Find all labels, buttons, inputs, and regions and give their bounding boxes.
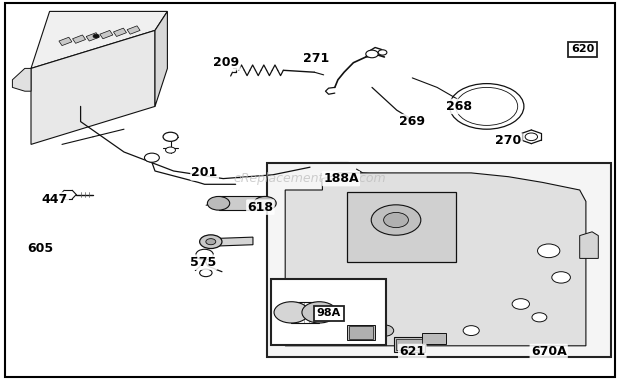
Text: 271: 271 <box>303 52 329 65</box>
Text: 670A: 670A <box>531 345 567 358</box>
Circle shape <box>93 34 99 38</box>
Text: 270: 270 <box>495 134 521 147</box>
Bar <box>396 339 422 350</box>
Text: eReplacementParts.com: eReplacementParts.com <box>234 172 386 185</box>
Circle shape <box>552 272 570 283</box>
Bar <box>349 326 373 339</box>
Circle shape <box>144 153 159 162</box>
Bar <box>347 325 375 340</box>
Polygon shape <box>73 35 86 43</box>
Polygon shape <box>211 237 253 246</box>
Circle shape <box>206 239 216 245</box>
Polygon shape <box>31 30 155 144</box>
Text: 268: 268 <box>446 100 472 113</box>
Text: 605: 605 <box>27 242 53 255</box>
Text: 269: 269 <box>399 115 425 128</box>
Circle shape <box>207 196 230 210</box>
Text: 575: 575 <box>190 256 216 269</box>
Circle shape <box>378 50 387 55</box>
Polygon shape <box>580 232 598 258</box>
Circle shape <box>163 132 178 141</box>
Bar <box>394 337 425 352</box>
Circle shape <box>254 196 277 210</box>
Polygon shape <box>86 33 99 41</box>
Circle shape <box>166 147 175 153</box>
Polygon shape <box>100 30 113 39</box>
Text: 201: 201 <box>192 166 218 179</box>
Circle shape <box>384 212 409 228</box>
Polygon shape <box>59 37 72 46</box>
Bar <box>267 163 611 357</box>
Polygon shape <box>285 173 586 346</box>
Circle shape <box>371 205 421 235</box>
Circle shape <box>302 302 337 323</box>
Polygon shape <box>127 26 140 34</box>
Polygon shape <box>347 192 456 262</box>
Polygon shape <box>113 28 126 36</box>
Polygon shape <box>155 11 167 106</box>
Text: 618: 618 <box>247 201 273 214</box>
Text: 621: 621 <box>399 345 425 358</box>
Bar <box>271 279 386 345</box>
Circle shape <box>463 326 479 336</box>
Circle shape <box>375 325 394 336</box>
Circle shape <box>532 313 547 322</box>
Circle shape <box>274 302 309 323</box>
Circle shape <box>512 299 529 309</box>
Text: 447: 447 <box>42 193 68 206</box>
Text: 188A: 188A <box>323 172 359 185</box>
Text: 620: 620 <box>571 44 595 54</box>
Polygon shape <box>12 68 31 91</box>
Circle shape <box>538 244 560 258</box>
Bar <box>422 332 446 344</box>
Circle shape <box>366 50 378 58</box>
Circle shape <box>200 235 222 249</box>
Polygon shape <box>219 196 265 210</box>
Polygon shape <box>31 11 167 68</box>
Text: 98A: 98A <box>316 309 341 318</box>
Text: 209: 209 <box>213 56 239 69</box>
